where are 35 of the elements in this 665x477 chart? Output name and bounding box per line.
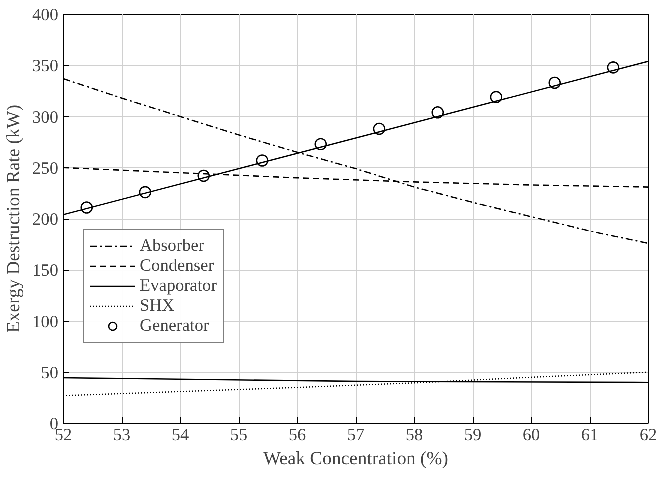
point [198,170,210,182]
point [548,76,562,90]
x-tick-label: 60 [522,426,540,444]
x-tick-label: 54 [172,426,190,444]
point [80,202,94,214]
x-tick-label: 61 [581,426,599,444]
y-tick-label: 100 [32,312,59,332]
point [607,62,620,74]
x-tick-label: 53 [113,426,131,444]
legend-label: Absorber [140,236,204,256]
x-tick-label: 57 [347,426,365,444]
y-axis-title: Exergy Destruction Rate (kW) [4,104,25,334]
legend-label: Evaporator [140,276,217,296]
point [432,106,444,119]
legend-label: Generator [140,316,210,336]
y-tick-label: 200 [32,210,59,229]
x-tick-label: 59 [464,426,482,444]
point [490,91,503,104]
y-tick-label: 50 [41,363,58,382]
point [139,186,152,199]
y-tick-label: 250 [32,158,59,178]
y-tick-label: 350 [32,56,59,76]
y-tick-label: 150 [32,261,59,280]
point [314,138,328,150]
y-tick-label: 400 [32,6,59,24]
x-axis-title: Weak Concentration (%) [264,448,449,470]
x-tick-label: 56 [288,426,306,444]
x-tick-label: 58 [406,426,424,444]
point [373,122,386,136]
y-tick-label: 300 [32,108,59,127]
legend-label: SHX [140,296,175,316]
legend-label: Condenser [140,256,214,276]
x-tick-label: 55 [230,426,248,444]
x-tick-label: 62 [640,426,658,444]
point [256,154,269,167]
